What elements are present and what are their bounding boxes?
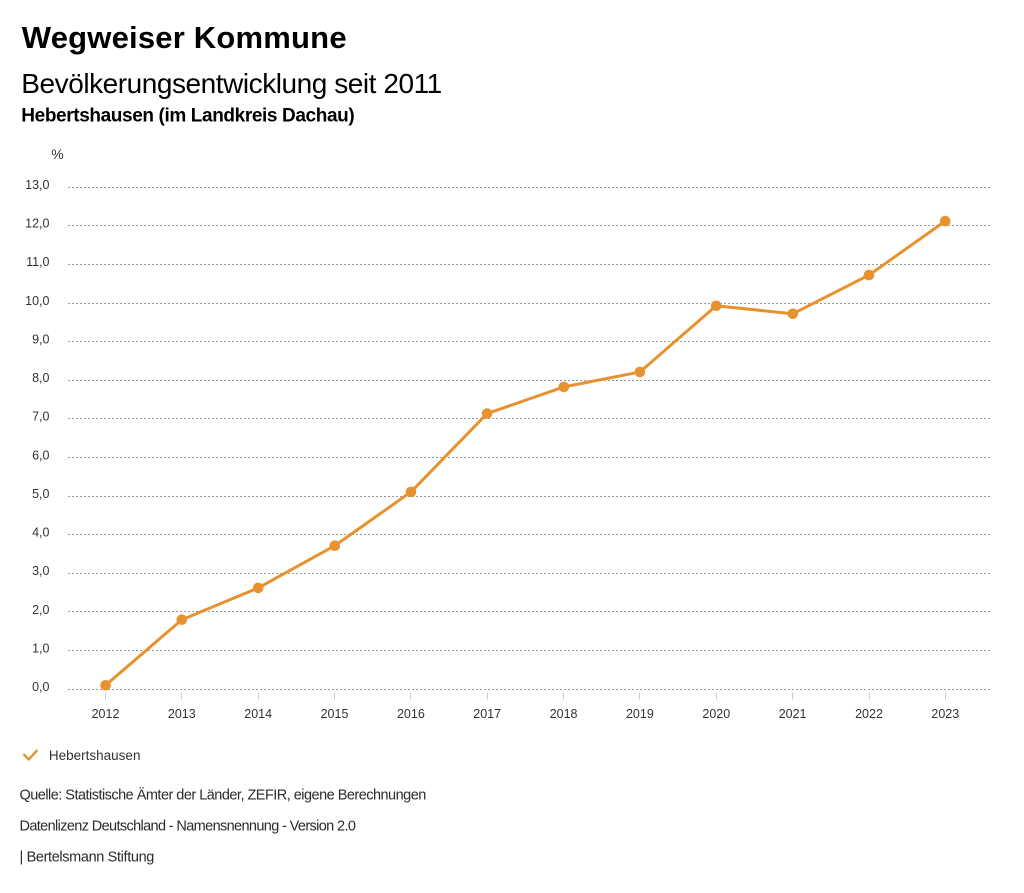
svg-text:2019: 2019 <box>626 707 654 721</box>
svg-text:2023: 2023 <box>931 707 959 721</box>
svg-text:2020: 2020 <box>702 707 730 721</box>
svg-text:3,0: 3,0 <box>32 564 49 578</box>
svg-text:2013: 2013 <box>168 707 196 721</box>
svg-text:2021: 2021 <box>779 707 807 721</box>
svg-text:11,0: 11,0 <box>26 255 49 269</box>
svg-text:8,0: 8,0 <box>32 371 49 385</box>
svg-text:2012: 2012 <box>92 707 120 721</box>
svg-text:10,0: 10,0 <box>25 294 49 308</box>
svg-text:| Bertelsmann Stiftung: | Bertelsmann Stiftung <box>20 849 155 865</box>
svg-text:1,0: 1,0 <box>32 641 49 655</box>
svg-text:Hebertshausen (im Landkreis Da: Hebertshausen (im Landkreis Dachau) <box>21 106 354 127</box>
svg-text:13,0: 13,0 <box>25 178 49 192</box>
svg-text:4,0: 4,0 <box>32 526 49 540</box>
svg-text:Datenlizenz Deutschland - Name: Datenlizenz Deutschland - Namensnennung … <box>20 819 356 835</box>
svg-text:9,0: 9,0 <box>32 332 49 346</box>
svg-text:2022: 2022 <box>855 707 883 721</box>
svg-text:2017: 2017 <box>473 707 501 721</box>
svg-text:6,0: 6,0 <box>32 448 49 462</box>
svg-text:2,0: 2,0 <box>32 603 49 617</box>
svg-text:5,0: 5,0 <box>32 487 49 501</box>
svg-text:0,0: 0,0 <box>32 680 49 694</box>
svg-text:Bevölkerungsentwicklung seit 2: Bevölkerungsentwicklung seit 2011 <box>21 68 441 99</box>
svg-text:2018: 2018 <box>550 707 578 721</box>
svg-text:7,0: 7,0 <box>32 410 49 424</box>
svg-text:12,0: 12,0 <box>25 217 49 231</box>
svg-text:Quelle: Statistische Ämter der: Quelle: Statistische Ämter der Länder, Z… <box>20 786 427 803</box>
svg-text:2016: 2016 <box>397 707 425 721</box>
svg-text:Wegweiser Kommune: Wegweiser Kommune <box>22 20 347 55</box>
svg-text:Hebertshausen: Hebertshausen <box>49 748 141 763</box>
svg-text:2014: 2014 <box>244 707 272 721</box>
svg-text:2015: 2015 <box>321 707 349 721</box>
svg-text:%: % <box>51 146 63 162</box>
